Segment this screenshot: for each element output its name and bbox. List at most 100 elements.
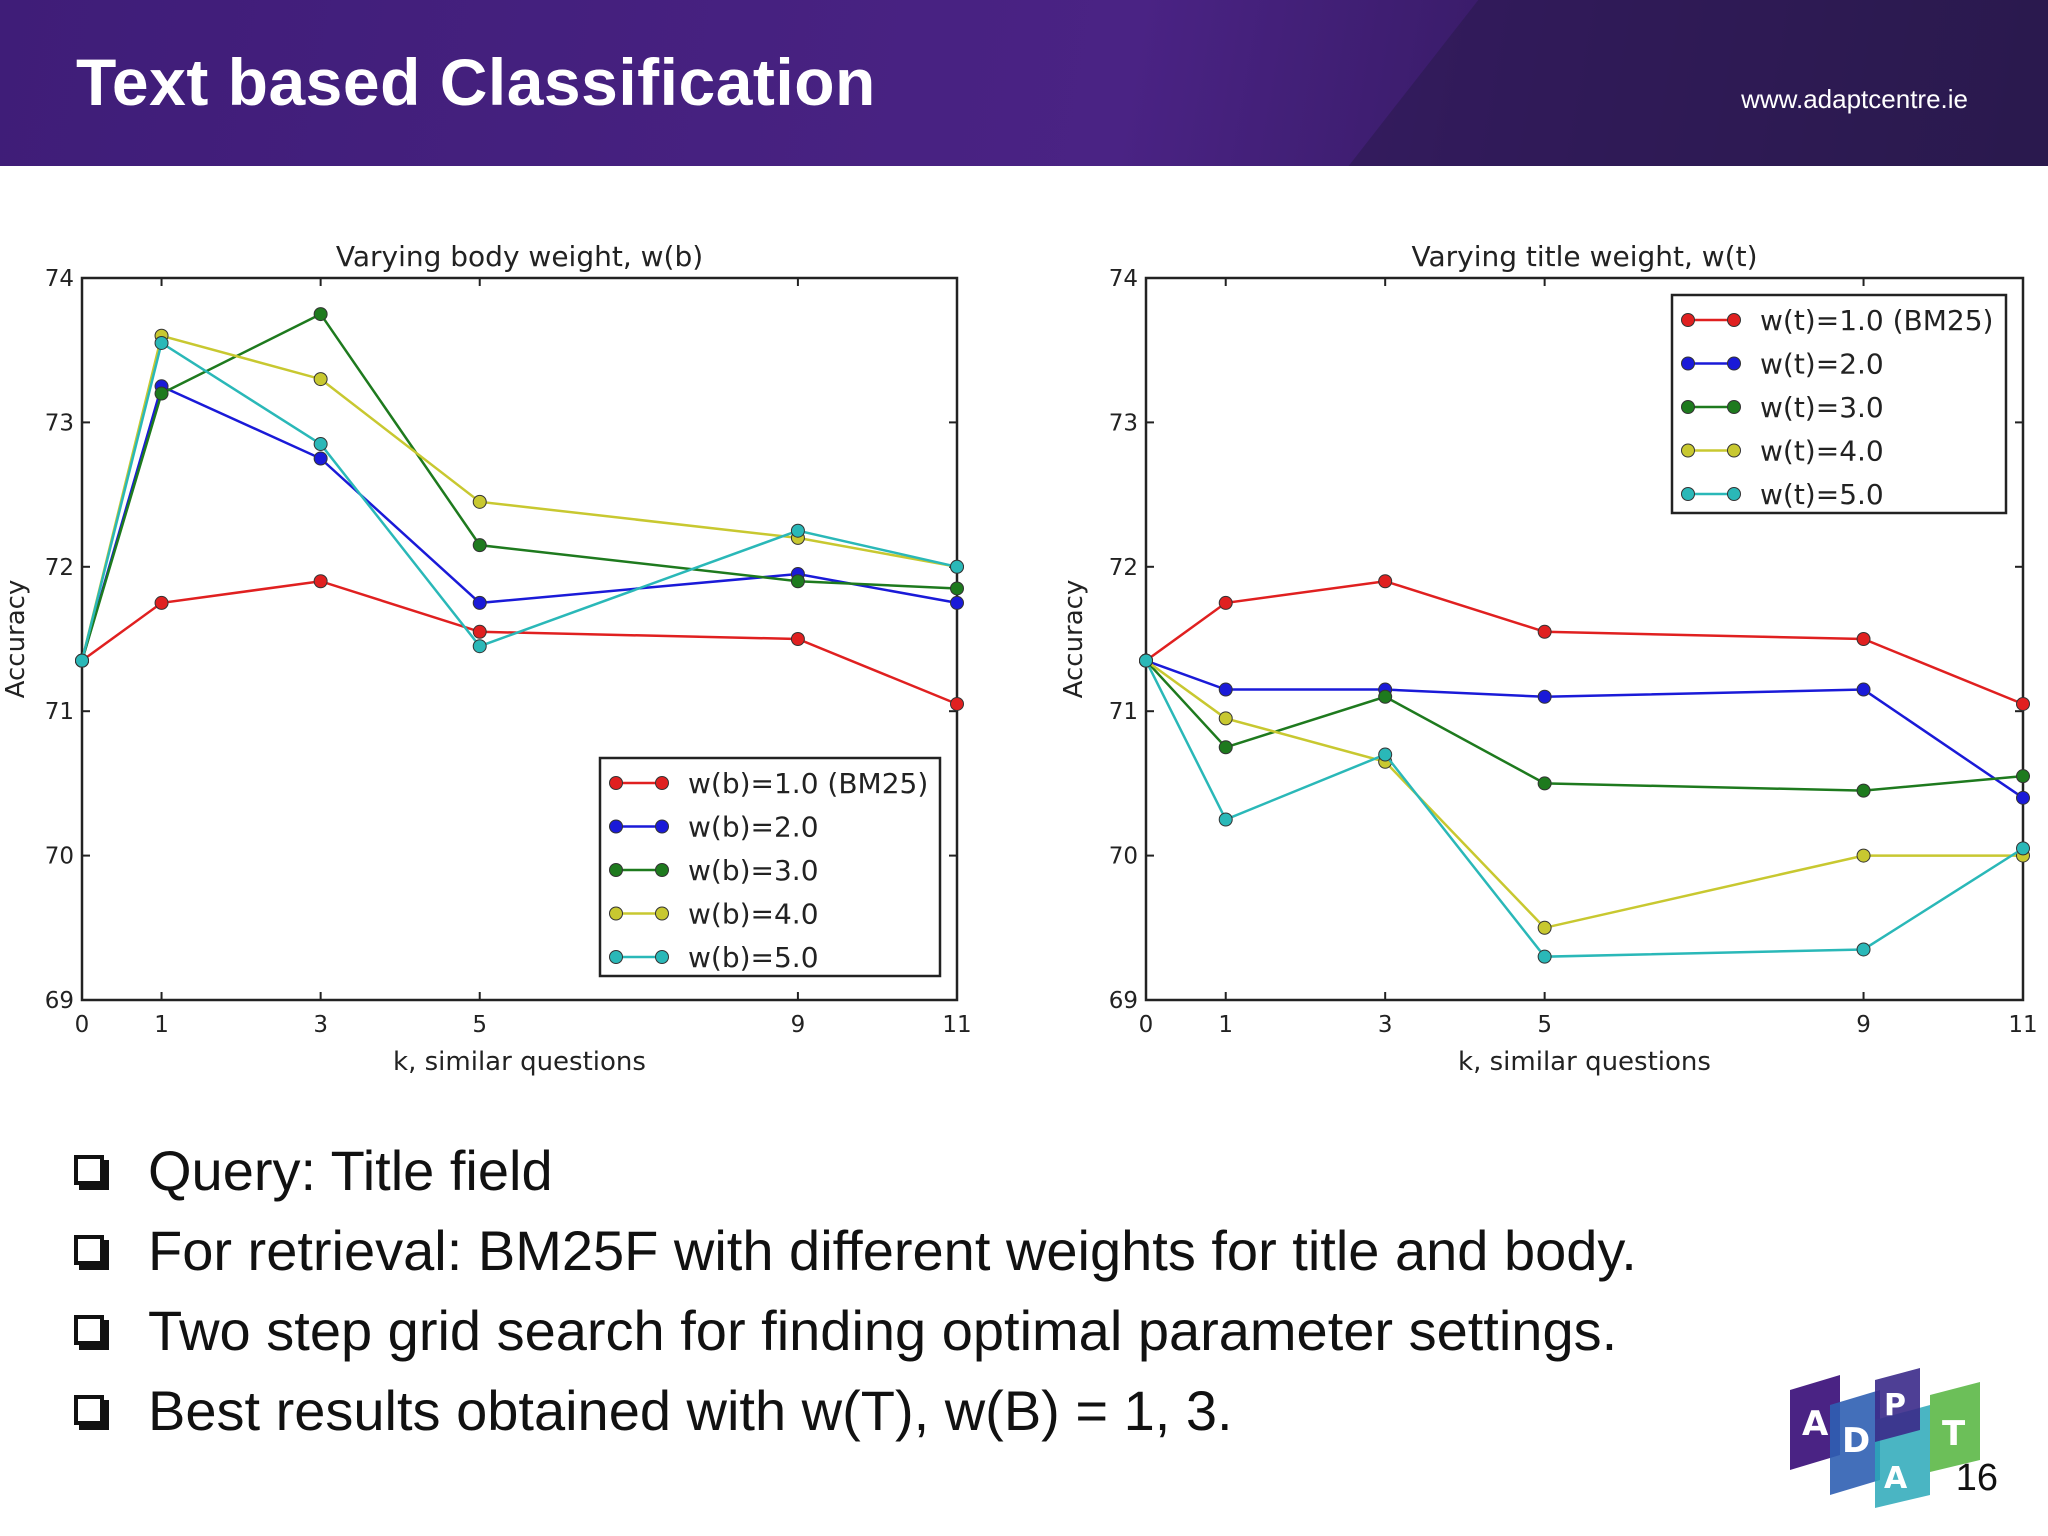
data-point xyxy=(2016,769,2030,784)
legend-swatch-marker xyxy=(655,906,669,921)
chart-title-weight: Varying title weight, w(t) 0 1 3 5 9 11 69 70 71 7… xyxy=(1052,230,2048,1090)
bullet-item: For retrieval: BM25F with different weig… xyxy=(70,1210,1770,1290)
series-line xyxy=(80,312,958,662)
x-tick-label: 3 xyxy=(313,1012,328,1038)
adapt-logo-icon: A D A P T xyxy=(1790,1368,1980,1508)
legend-swatch-marker xyxy=(1681,400,1695,414)
legend-swatch-marker xyxy=(1727,487,1741,501)
data-point xyxy=(1856,783,1871,798)
checkbox-bullet-icon xyxy=(74,1235,104,1265)
legend: w(t)=1.0 (BM25) w(t)=2.0 w(t)=3.0 w(t)=4.0 w… xyxy=(1670,293,2008,515)
svg-text:D: D xyxy=(1842,1421,1870,1461)
data-point xyxy=(950,559,964,574)
legend-label: w(t)=1.0 (BM25) xyxy=(1760,304,1993,337)
series-line xyxy=(1145,659,2023,930)
x-tick-label: 11 xyxy=(2008,1012,2037,1038)
series-line xyxy=(81,579,958,706)
legend-label: w(t)=5.0 xyxy=(1760,478,1884,511)
legend: w(b)=1.0 (BM25) w(b)=2.0 w(b)=3.0 w(b)=4.0 w… xyxy=(598,756,942,978)
legend-swatch-marker xyxy=(1681,443,1695,458)
y-tick-label: 71 xyxy=(1109,699,1138,725)
data-point xyxy=(1378,747,1393,762)
series-line xyxy=(1145,659,2024,799)
svg-text:T: T xyxy=(1942,1414,1966,1454)
legend-swatch-marker xyxy=(1727,443,1741,458)
x-tick-label: 0 xyxy=(1139,1012,1154,1038)
data-point xyxy=(950,696,964,711)
data-point xyxy=(472,494,487,509)
chart-body-weight: Varying body weight, w(b) 0 1 3 5 9 11 69 70 71 72… xyxy=(0,230,1010,1090)
legend-swatch-marker xyxy=(1727,356,1741,371)
y-tick-label: 74 xyxy=(45,266,74,292)
y-tick-label: 70 xyxy=(45,844,74,870)
x-tick-label: 3 xyxy=(1378,1012,1393,1038)
legend-swatch-marker xyxy=(609,906,623,921)
data-point xyxy=(950,581,964,596)
bullet-text: Best results obtained with w(T), w(B) = … xyxy=(148,1378,1233,1442)
chart-title: Varying body weight, w(b) xyxy=(336,240,703,273)
legend-swatch-marker xyxy=(655,863,669,877)
data-point xyxy=(1218,711,1233,726)
checkbox-bullet-icon xyxy=(74,1395,104,1425)
data-point xyxy=(1537,689,1552,704)
chart-title: Varying title weight, w(t) xyxy=(1412,240,1758,273)
chart-title-weight-svg: Varying title weight, w(t) 0 1 3 5 9 11 69 70 71 7… xyxy=(1059,240,2038,1077)
legend-box xyxy=(1670,293,2008,515)
x-tick-label: 0 xyxy=(75,1012,90,1038)
series-line xyxy=(1145,659,2024,792)
x-axis-label: k, similar questions xyxy=(393,1047,646,1077)
data-point xyxy=(1218,595,1233,610)
legend-label: w(t)=4.0 xyxy=(1760,435,1884,468)
data-point xyxy=(1856,942,1871,957)
y-tick-label: 69 xyxy=(45,988,74,1014)
data-point xyxy=(1537,920,1552,935)
bullet-item: Best results obtained with w(T), w(B) = … xyxy=(70,1370,1770,1450)
data-point xyxy=(313,372,328,387)
legend-swatch-marker xyxy=(1681,313,1695,327)
legend-label: w(b)=2.0 xyxy=(688,811,819,844)
legend-swatch-marker xyxy=(1727,400,1741,414)
data-point xyxy=(1378,574,1393,589)
y-tick-label: 71 xyxy=(45,699,74,725)
series-line xyxy=(80,334,958,661)
x-tick-label: 5 xyxy=(1537,1012,1552,1038)
series-line xyxy=(1144,660,2024,958)
legend-swatch-marker xyxy=(655,776,669,790)
slide-title: Text based Classification xyxy=(76,45,876,119)
data-point xyxy=(75,653,89,668)
data-point xyxy=(790,523,805,538)
legend-swatch-marker xyxy=(655,819,669,834)
legend-label: w(t)=2.0 xyxy=(1760,348,1884,381)
x-tick-label: 5 xyxy=(472,1012,487,1038)
legend-swatch-marker xyxy=(609,776,623,790)
data-point xyxy=(2016,790,2030,805)
legend-label: w(b)=5.0 xyxy=(688,941,819,974)
x-tick-label: 1 xyxy=(154,1012,169,1038)
bullet-text: For retrieval: BM25F with different weig… xyxy=(148,1218,1637,1282)
legend-swatch-marker xyxy=(1681,487,1695,501)
page-number: 16 xyxy=(1955,1457,1998,1499)
legend-swatch-marker xyxy=(655,950,669,964)
svg-text:A: A xyxy=(1802,1404,1829,1444)
data-point xyxy=(154,386,169,401)
site-url: www.adaptcentre.ie xyxy=(1741,84,1968,114)
svg-text:A: A xyxy=(1884,1461,1908,1496)
legend-label: w(b)=3.0 xyxy=(688,854,819,887)
data-point xyxy=(313,451,328,466)
data-point xyxy=(1537,949,1552,964)
legend-label: w(b)=4.0 xyxy=(688,898,819,931)
header-sweep xyxy=(1306,0,2048,166)
series-line xyxy=(80,340,958,661)
data-point xyxy=(790,574,805,589)
bullet-text: Two step grid search for finding optimal… xyxy=(148,1298,1618,1362)
y-tick-label: 73 xyxy=(1109,410,1138,436)
data-point xyxy=(472,538,487,553)
data-point xyxy=(472,624,487,639)
legend-swatch-marker xyxy=(609,819,623,834)
legend-label: w(b)=1.0 (BM25) xyxy=(688,767,928,800)
x-axis-label: k, similar questions xyxy=(1458,1047,1711,1077)
y-axis-label: Accuracy xyxy=(1,580,31,699)
x-tick-label: 9 xyxy=(791,1012,806,1038)
header-banner: Text based Classification www.adaptcentr… xyxy=(0,0,2048,166)
bullet-item: Two step grid search for finding optimal… xyxy=(70,1290,1770,1370)
